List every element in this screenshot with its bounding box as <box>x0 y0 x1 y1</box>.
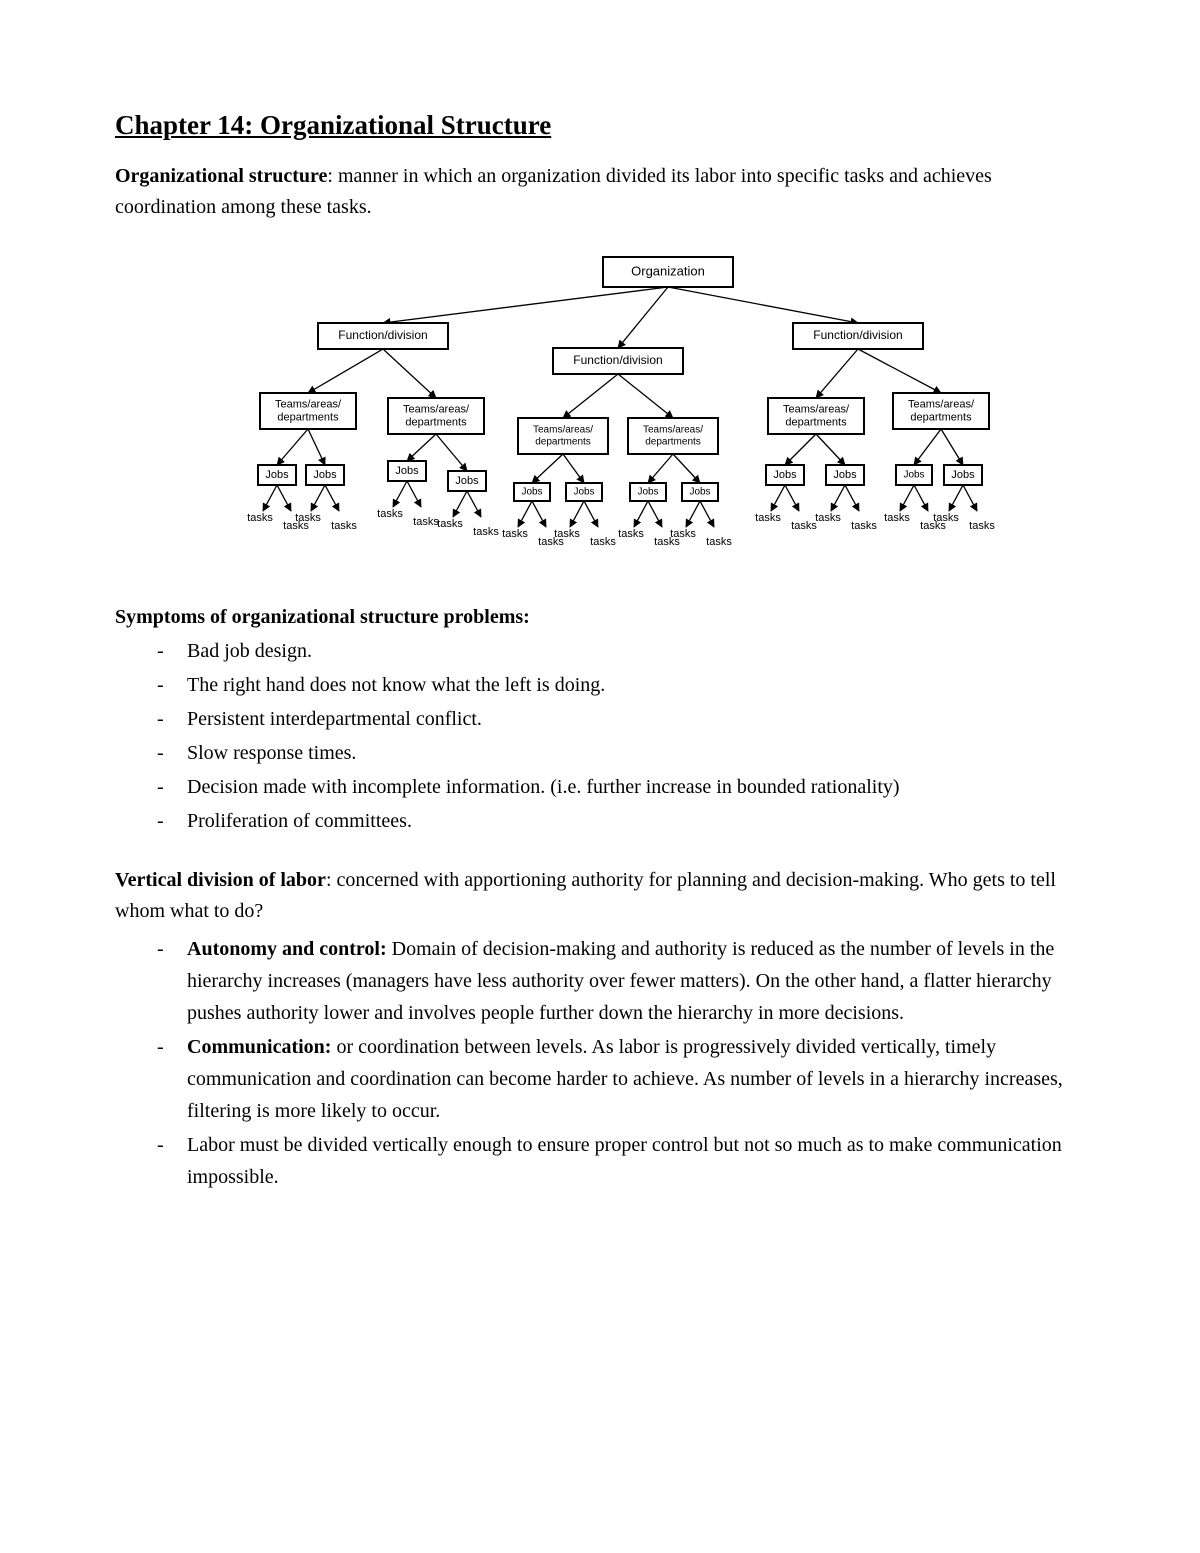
svg-text:tasks: tasks <box>473 526 499 538</box>
org-tree-svg: taskstaskstaskstaskstaskstaskstaskstasks… <box>198 253 1008 573</box>
svg-text:Jobs: Jobs <box>833 469 857 481</box>
vertical-list: Autonomy and control: Domain of decision… <box>115 933 1090 1193</box>
svg-text:tasks: tasks <box>755 512 781 524</box>
intro-term: Organizational structure <box>115 165 327 187</box>
list-item: Decision made with incomplete informatio… <box>157 771 1090 803</box>
svg-text:Jobs: Jobs <box>951 469 975 481</box>
svg-text:Teams/areas/: Teams/areas/ <box>782 403 849 415</box>
list-item-term: Communication: <box>187 1036 331 1058</box>
chapter-title: Chapter 14: Organizational Structure <box>115 110 1090 141</box>
svg-text:Function/division: Function/division <box>573 353 662 367</box>
svg-text:Teams/areas/: Teams/areas/ <box>532 425 592 436</box>
svg-text:Jobs: Jobs <box>903 470 924 481</box>
svg-text:Function/division: Function/division <box>813 328 902 342</box>
svg-text:tasks: tasks <box>969 520 995 532</box>
svg-text:tasks: tasks <box>670 528 696 540</box>
svg-text:tasks: tasks <box>884 512 910 524</box>
org-tree-diagram: taskstaskstaskstaskstaskstaskstaskstasks… <box>198 253 1008 578</box>
symptoms-heading: Symptoms of organizational structure pro… <box>115 606 1090 629</box>
svg-text:Jobs: Jobs <box>313 469 337 481</box>
svg-text:Jobs: Jobs <box>773 469 797 481</box>
svg-text:tasks: tasks <box>502 528 528 540</box>
svg-text:tasks: tasks <box>247 512 273 524</box>
list-item: The right hand does not know what the le… <box>157 669 1090 701</box>
svg-text:tasks: tasks <box>331 520 357 532</box>
svg-text:Organization: Organization <box>631 263 705 278</box>
svg-text:tasks: tasks <box>590 536 616 548</box>
list-item-term: Autonomy and control: <box>187 938 387 960</box>
document-page: Chapter 14: Organizational Structure Org… <box>0 0 1200 1553</box>
svg-text:Function/division: Function/division <box>338 328 427 342</box>
svg-text:tasks: tasks <box>437 518 463 530</box>
list-item: Proliferation of committees. <box>157 805 1090 837</box>
vertical-paragraph: Vertical division of labor: concerned wi… <box>115 865 1090 927</box>
svg-text:Teams/areas/: Teams/areas/ <box>642 425 702 436</box>
list-item-text: Labor must be divided vertically enough … <box>187 1134 1062 1188</box>
svg-text:tasks: tasks <box>413 516 439 528</box>
svg-text:Jobs: Jobs <box>521 487 542 498</box>
svg-text:tasks: tasks <box>815 512 841 524</box>
list-item: Labor must be divided vertically enough … <box>157 1129 1090 1193</box>
svg-text:tasks: tasks <box>554 528 580 540</box>
svg-text:tasks: tasks <box>706 536 732 548</box>
svg-text:Jobs: Jobs <box>689 487 710 498</box>
svg-text:departments: departments <box>645 437 701 448</box>
list-item: Communication: or coordination between l… <box>157 1031 1090 1127</box>
svg-text:Teams/areas/: Teams/areas/ <box>907 398 974 410</box>
symptoms-list: Bad job design.The right hand does not k… <box>115 635 1090 837</box>
svg-text:tasks: tasks <box>377 508 403 520</box>
svg-text:departments: departments <box>535 437 591 448</box>
intro-paragraph: Organizational structure: manner in whic… <box>115 161 1090 223</box>
vertical-term: Vertical division of labor <box>115 869 326 891</box>
svg-text:departments: departments <box>910 411 972 423</box>
list-item: Autonomy and control: Domain of decision… <box>157 933 1090 1029</box>
svg-text:departments: departments <box>405 416 467 428</box>
svg-text:tasks: tasks <box>295 512 321 524</box>
svg-text:Jobs: Jobs <box>265 469 289 481</box>
svg-text:departments: departments <box>277 411 339 423</box>
list-item: Persistent interdepartmental conflict. <box>157 703 1090 735</box>
svg-text:departments: departments <box>785 416 847 428</box>
list-item: Bad job design. <box>157 635 1090 667</box>
svg-text:Jobs: Jobs <box>395 465 419 477</box>
list-item: Slow response times. <box>157 737 1090 769</box>
svg-text:tasks: tasks <box>618 528 644 540</box>
svg-text:tasks: tasks <box>933 512 959 524</box>
svg-text:Jobs: Jobs <box>573 487 594 498</box>
svg-text:tasks: tasks <box>851 520 877 532</box>
svg-text:Teams/areas/: Teams/areas/ <box>402 403 469 415</box>
svg-text:tasks: tasks <box>791 520 817 532</box>
svg-text:Jobs: Jobs <box>637 487 658 498</box>
svg-text:Jobs: Jobs <box>455 475 479 487</box>
svg-text:Teams/areas/: Teams/areas/ <box>274 398 341 410</box>
